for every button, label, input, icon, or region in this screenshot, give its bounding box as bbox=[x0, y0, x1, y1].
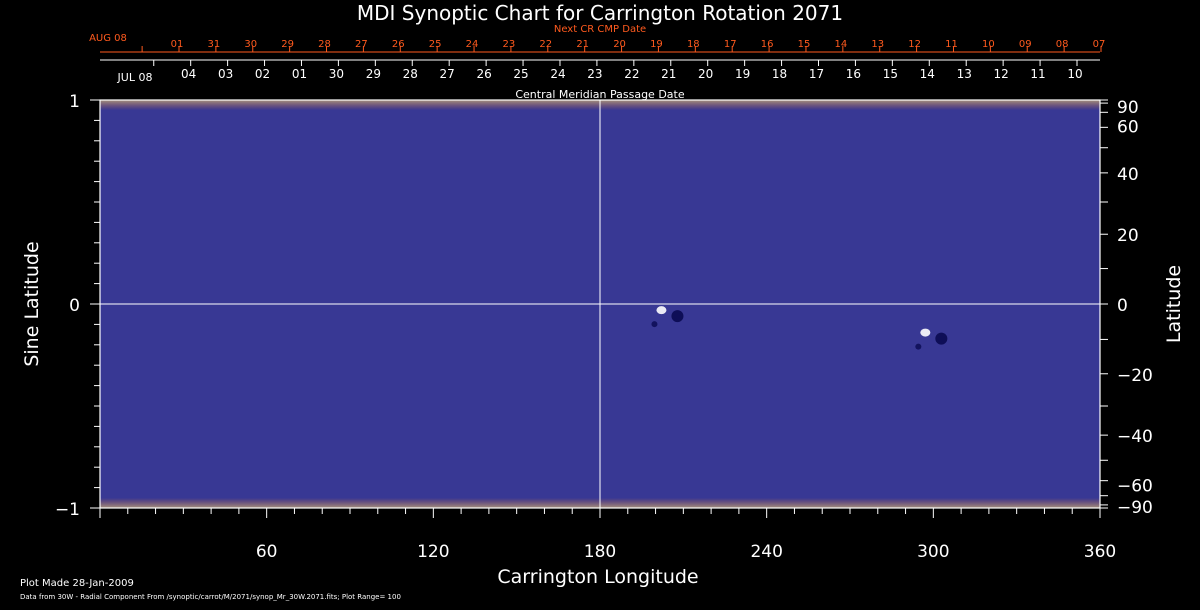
data-source-text: Data from 30W - Radial Component From /s… bbox=[20, 593, 401, 601]
next-cr-date-label: 24 bbox=[466, 39, 479, 50]
next-cr-date-label: AUG 08 bbox=[89, 33, 127, 44]
next-cr-date-label: 25 bbox=[429, 39, 442, 50]
cmp-date-label: 03 bbox=[218, 67, 233, 81]
cmp-date-label: 13 bbox=[957, 67, 972, 81]
next-cr-date-label: 20 bbox=[613, 39, 626, 50]
cmp-date-label: 14 bbox=[920, 67, 935, 81]
cmp-date-axis: JUL 08 04 03 02 01 30 29 28 27 26 25 24 23 22 21 20 19 18… bbox=[100, 59, 1100, 84]
next-cr-date-label: 19 bbox=[650, 39, 663, 50]
cmp-date-label: 10 bbox=[1067, 67, 1082, 81]
y-right-tick-label: 0 bbox=[1117, 296, 1128, 316]
active-regions bbox=[651, 306, 948, 350]
next-cr-date-label: 28 bbox=[318, 39, 331, 50]
cmp-date-label: 16 bbox=[846, 67, 861, 81]
cmp-date-label: 02 bbox=[255, 67, 270, 81]
next-cr-date-label: 23 bbox=[503, 39, 516, 50]
active-region-positive bbox=[920, 328, 931, 337]
next-cr-date-label: 09 bbox=[1019, 39, 1032, 50]
next-cr-date-label: 14 bbox=[834, 39, 847, 50]
next-cr-date-label: 31 bbox=[208, 39, 221, 50]
x-axis-label: Carrington Longitude bbox=[497, 566, 698, 588]
y-axis-left: 1 0 −1 bbox=[55, 92, 100, 520]
next-cr-date-label: 17 bbox=[724, 39, 737, 50]
y-left-tick-label: 0 bbox=[69, 296, 80, 316]
next-cr-date-label: 29 bbox=[281, 39, 294, 50]
plot-made-text: Plot Made 28-Jan-2009 bbox=[20, 578, 134, 589]
next-cr-date-label: 12 bbox=[908, 39, 921, 50]
cmp-date-label: 27 bbox=[440, 67, 455, 81]
cmp-date-label: 21 bbox=[661, 67, 676, 81]
y-right-tick-label: 60 bbox=[1117, 117, 1139, 137]
y-axis-left-label: Sine Latitude bbox=[21, 241, 43, 366]
x-tick-label: 60 bbox=[256, 542, 278, 562]
next-cr-date-label: 27 bbox=[355, 39, 368, 50]
active-region-positive bbox=[656, 306, 667, 315]
x-tick-label: 300 bbox=[917, 542, 949, 562]
next-cr-date-label: 13 bbox=[871, 39, 884, 50]
cmp-date-label: 11 bbox=[1030, 67, 1045, 81]
active-region-negative bbox=[671, 310, 684, 323]
next-cr-date-label: 10 bbox=[982, 39, 995, 50]
cmp-date-label: 25 bbox=[513, 67, 528, 81]
cmp-date-label: JUL 08 bbox=[117, 71, 153, 84]
next-cr-date-label: 22 bbox=[539, 39, 552, 50]
cmp-date-label: 18 bbox=[772, 67, 787, 81]
next-cr-date-label: 16 bbox=[761, 39, 774, 50]
next-cr-label: Next CR CMP Date bbox=[554, 24, 646, 35]
cmp-date-label: 26 bbox=[476, 67, 491, 81]
cmp-date-label: 19 bbox=[735, 67, 750, 81]
y-axis-right-label: Latitude bbox=[1163, 265, 1185, 343]
next-cr-date-label: 11 bbox=[945, 39, 958, 50]
next-cr-axis: AUG 08 01 31 30 29 28 27 26 25 24 23 22 21 20 19 18 17 16… bbox=[89, 33, 1106, 53]
cmp-date-label: 15 bbox=[883, 67, 898, 81]
active-region-fragment bbox=[915, 343, 922, 350]
cmp-date-label: 20 bbox=[698, 67, 713, 81]
x-tick-label: 120 bbox=[417, 542, 449, 562]
next-cr-date-label: 30 bbox=[244, 39, 257, 50]
next-cr-date-label: 18 bbox=[687, 39, 700, 50]
next-cr-date-label: 15 bbox=[798, 39, 811, 50]
y-right-tick-label: 90 bbox=[1117, 98, 1139, 118]
cmp-date-label: 01 bbox=[292, 67, 307, 81]
next-cr-date-label: 07 bbox=[1093, 39, 1106, 50]
y-right-tick-label: 40 bbox=[1117, 165, 1139, 185]
y-left-tick-label: −1 bbox=[55, 500, 80, 520]
y-right-tick-label: −60 bbox=[1117, 477, 1153, 497]
y-right-tick-label: −20 bbox=[1117, 366, 1153, 386]
x-tick-label: 240 bbox=[750, 542, 782, 562]
active-region-fragment bbox=[651, 321, 658, 328]
grid-lines bbox=[100, 100, 1100, 508]
cmp-date-label: 04 bbox=[181, 67, 196, 81]
next-cr-date-label: 21 bbox=[576, 39, 589, 50]
x-tick-label: 180 bbox=[584, 542, 616, 562]
cmp-date-label: 17 bbox=[809, 67, 824, 81]
cmp-date-label: 29 bbox=[366, 67, 381, 81]
cmp-date-label: 24 bbox=[550, 67, 565, 81]
cmp-date-label: 28 bbox=[403, 67, 418, 81]
cmp-date-label: 12 bbox=[993, 67, 1008, 81]
y-right-tick-label: −40 bbox=[1117, 427, 1153, 447]
y-right-tick-label: −90 bbox=[1117, 498, 1153, 518]
next-cr-date-label: 01 bbox=[171, 39, 184, 50]
x-axis: 60 120 180 240 300 360 bbox=[99, 508, 1116, 562]
cmp-date-label: 30 bbox=[329, 67, 344, 81]
y-right-tick-label: 20 bbox=[1117, 226, 1139, 246]
cmp-date-label: 22 bbox=[624, 67, 639, 81]
active-region-negative bbox=[935, 332, 948, 345]
x-tick-label: 360 bbox=[1084, 542, 1116, 562]
cmp-date-label: 23 bbox=[587, 67, 602, 81]
chart-title: MDI Synoptic Chart for Carrington Rotati… bbox=[357, 1, 843, 25]
next-cr-date-label: 26 bbox=[392, 39, 405, 50]
cmp-axis-label: Central Meridian Passage Date bbox=[515, 88, 684, 101]
y-left-tick-label: 1 bbox=[69, 92, 80, 112]
next-cr-date-label: 08 bbox=[1056, 39, 1069, 50]
